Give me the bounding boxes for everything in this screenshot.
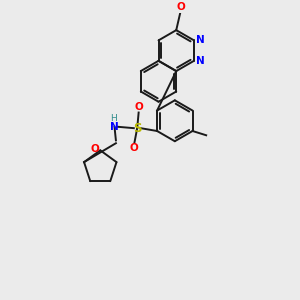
Text: N: N bbox=[196, 56, 205, 66]
Text: O: O bbox=[130, 143, 139, 153]
Text: O: O bbox=[176, 2, 185, 12]
Text: N: N bbox=[196, 35, 205, 45]
Text: O: O bbox=[134, 102, 143, 112]
Text: H: H bbox=[110, 114, 117, 123]
Text: N: N bbox=[110, 122, 119, 132]
Text: S: S bbox=[133, 122, 142, 135]
Text: O: O bbox=[91, 144, 100, 154]
